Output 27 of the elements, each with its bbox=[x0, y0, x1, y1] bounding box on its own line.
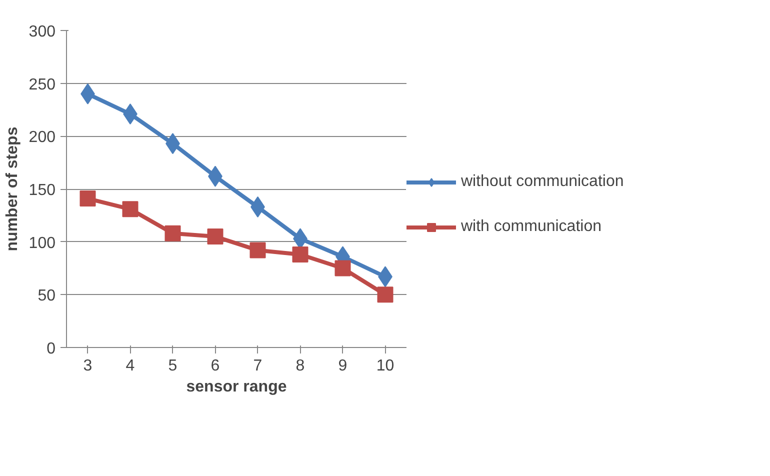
y-tick-label: 200 bbox=[28, 129, 56, 146]
x-tick-label: 7 bbox=[253, 358, 262, 374]
x-axis-title: sensor range bbox=[186, 378, 287, 396]
y-tick-label: 100 bbox=[28, 234, 56, 252]
y-axis-title: number of steps bbox=[4, 126, 21, 252]
point bbox=[80, 190, 96, 207]
point bbox=[334, 260, 351, 276]
legend-label: with communication bbox=[461, 218, 602, 236]
y-tick-label: 0 bbox=[46, 340, 56, 358]
y-tick-label: 150 bbox=[28, 182, 56, 199]
legend-label: without communication bbox=[461, 173, 624, 191]
x-tick-label: 3 bbox=[83, 358, 92, 374]
x-tick-label: 10 bbox=[376, 358, 394, 374]
point bbox=[122, 201, 138, 218]
point bbox=[207, 228, 224, 245]
point bbox=[250, 242, 266, 258]
point bbox=[164, 225, 181, 242]
point bbox=[292, 246, 308, 263]
point bbox=[377, 286, 394, 303]
x-tick-label: 6 bbox=[210, 358, 220, 374]
y-tick-label: 300 bbox=[28, 24, 56, 40]
y-tick-label: 250 bbox=[28, 76, 56, 94]
y-tick-label: 50 bbox=[38, 288, 56, 305]
x-tick-label: 4 bbox=[126, 358, 135, 374]
x-tick-label: 8 bbox=[296, 358, 305, 374]
x-tick-label: 5 bbox=[168, 358, 178, 374]
x-tick-label: 9 bbox=[338, 358, 348, 374]
